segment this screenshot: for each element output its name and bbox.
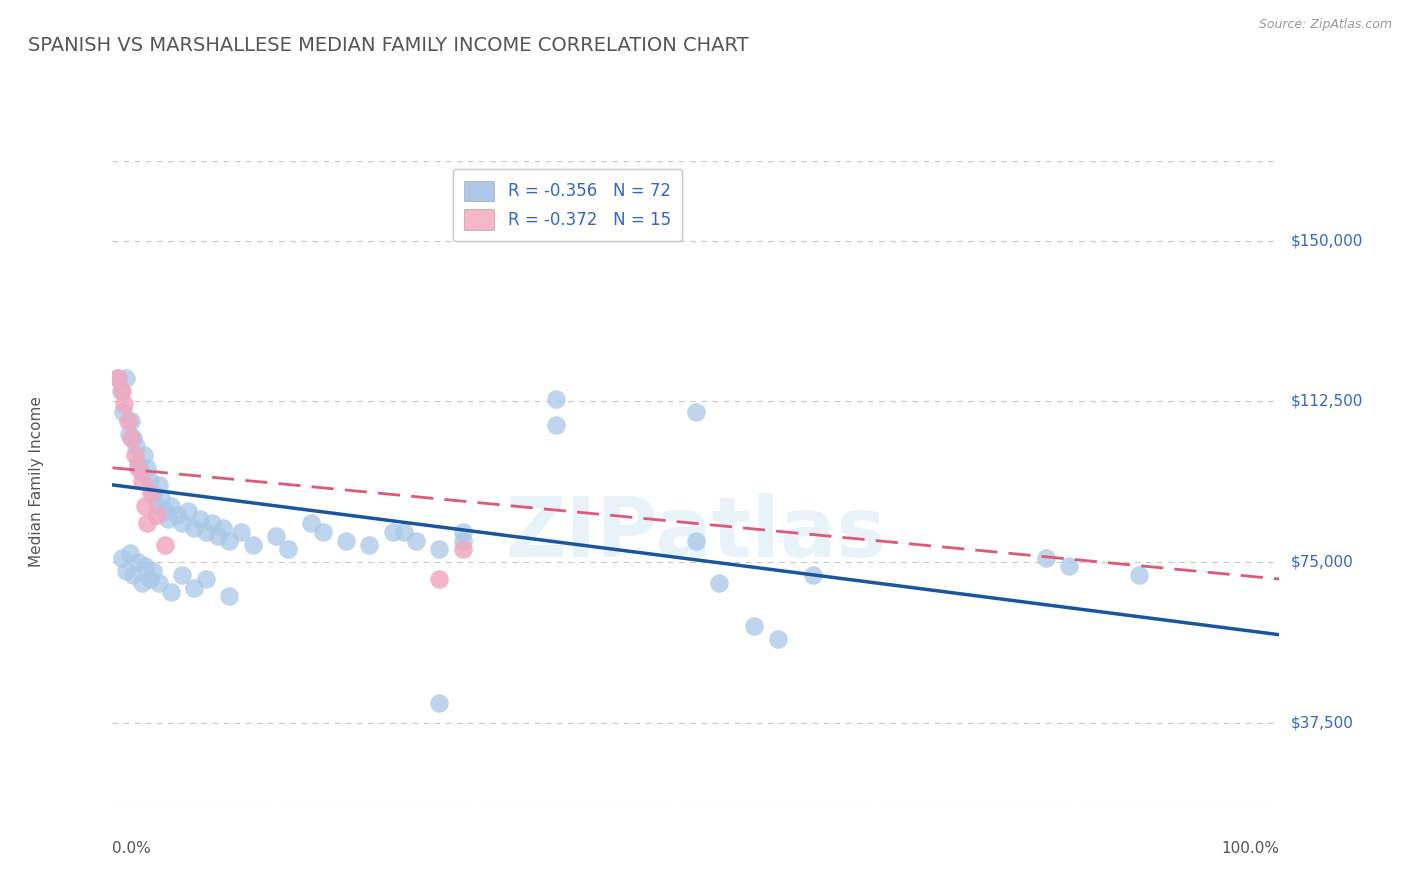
Text: 100.0%: 100.0% (1222, 841, 1279, 856)
Point (134, 500, 156, 514)
Point (127, 555, 149, 569)
Point (131, 474, 153, 488)
Point (111, 550, 134, 565)
Point (742, 619, 765, 633)
Point (146, 500, 169, 514)
Point (1128, 567, 1150, 582)
Point (150, 491, 173, 505)
Point (146, 508, 169, 522)
Point (801, 567, 824, 582)
Point (188, 512, 211, 526)
Point (157, 512, 180, 526)
Point (105, 371, 128, 385)
Point (142, 486, 165, 500)
Point (153, 503, 176, 517)
Point (118, 426, 141, 441)
Point (148, 576, 170, 591)
Point (110, 384, 132, 398)
Point (392, 524, 416, 539)
Point (1059, 559, 1081, 574)
Point (134, 559, 156, 574)
Point (1035, 550, 1057, 565)
Point (117, 414, 139, 428)
Point (427, 572, 450, 586)
Point (335, 533, 357, 548)
Legend: R = -0.356   N = 72, R = -0.372   N = 15: R = -0.356 N = 72, R = -0.372 N = 15 (453, 169, 682, 241)
Point (122, 567, 145, 582)
Point (122, 431, 145, 445)
Point (132, 448, 155, 462)
Point (107, 371, 129, 385)
Point (183, 581, 205, 595)
Text: ZIPatlas: ZIPatlas (506, 492, 886, 574)
Point (139, 486, 162, 500)
Point (153, 538, 176, 552)
Point (136, 460, 159, 475)
Point (405, 533, 427, 548)
Point (125, 439, 148, 453)
Point (172, 567, 194, 582)
Point (127, 460, 149, 475)
Point (242, 538, 264, 552)
Point (766, 632, 789, 646)
Point (148, 478, 170, 492)
Text: 0.0%: 0.0% (112, 841, 152, 856)
Point (111, 384, 134, 398)
Point (218, 589, 240, 603)
Text: $37,500: $37,500 (1291, 715, 1354, 730)
Point (160, 500, 183, 514)
Text: $150,000: $150,000 (1291, 234, 1362, 248)
Point (124, 448, 146, 462)
Point (112, 396, 135, 410)
Point (166, 508, 188, 522)
Point (451, 533, 474, 548)
Point (229, 524, 252, 539)
Point (139, 572, 162, 586)
Point (427, 542, 450, 557)
Point (131, 465, 153, 479)
Point (451, 524, 474, 539)
Text: Source: ZipAtlas.com: Source: ZipAtlas.com (1258, 18, 1392, 31)
Point (451, 542, 474, 557)
Point (177, 503, 200, 517)
Point (183, 521, 205, 535)
Point (115, 371, 138, 385)
Point (120, 414, 142, 428)
Point (131, 576, 153, 591)
Point (139, 474, 162, 488)
Point (264, 529, 287, 543)
Point (142, 564, 165, 578)
Text: Median Family Income: Median Family Income (30, 396, 44, 567)
Text: $75,000: $75,000 (1291, 555, 1354, 569)
Point (207, 529, 229, 543)
Point (120, 431, 142, 445)
Point (427, 696, 450, 710)
Point (160, 585, 183, 599)
Point (381, 524, 404, 539)
Point (136, 516, 159, 531)
Point (127, 457, 149, 471)
Point (201, 516, 224, 531)
Point (172, 516, 194, 531)
Text: SPANISH VS MARSHALLESE MEDIAN FAMILY INCOME CORRELATION CHART: SPANISH VS MARSHALLESE MEDIAN FAMILY INC… (28, 36, 749, 54)
Point (299, 516, 322, 531)
Point (111, 405, 134, 419)
Point (311, 524, 333, 539)
Point (218, 533, 240, 548)
Point (685, 533, 707, 548)
Point (709, 576, 731, 591)
Point (544, 417, 567, 432)
Point (212, 521, 235, 535)
Point (276, 542, 298, 557)
Point (194, 524, 217, 539)
Point (115, 564, 138, 578)
Point (359, 538, 381, 552)
Point (118, 546, 141, 560)
Point (685, 405, 707, 419)
Point (194, 572, 217, 586)
Text: $112,500: $112,500 (1291, 394, 1362, 409)
Point (544, 392, 567, 407)
